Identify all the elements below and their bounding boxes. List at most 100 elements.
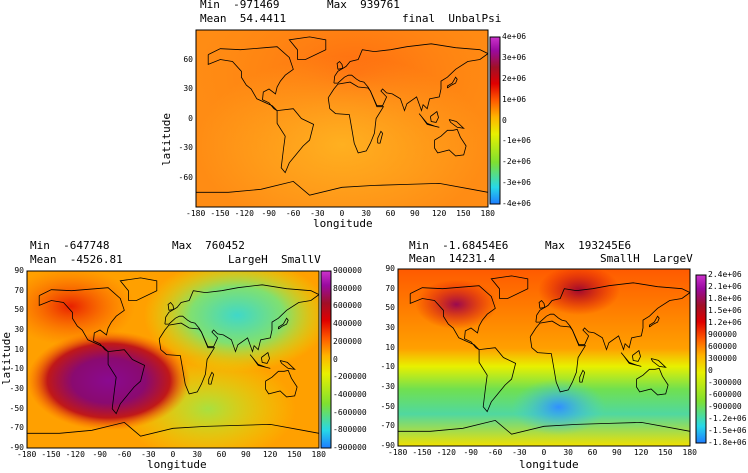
map2-frame	[26, 270, 320, 449]
map1-field	[196, 30, 488, 207]
coastline	[478, 347, 517, 413]
map2-xlabel: longitude	[147, 458, 207, 471]
coastline	[535, 282, 690, 351]
coastline	[632, 349, 641, 362]
x-tick-label: 0	[541, 448, 547, 457]
x-tick-label: 120	[262, 450, 278, 459]
x-tick-label: 30	[192, 450, 202, 459]
coastline	[418, 113, 440, 128]
map1-min: Min -971469	[200, 0, 280, 11]
colorbar-tick-label: -1e+06	[502, 136, 531, 146]
map3-coastlines	[398, 275, 690, 435]
coastline	[327, 81, 385, 154]
coastline	[398, 419, 690, 435]
coastline	[119, 277, 158, 301]
coastline	[434, 128, 467, 157]
x-tick-label: -90	[92, 450, 107, 459]
map3-min: Min -1.68454E6	[409, 239, 509, 252]
coastline	[249, 354, 271, 369]
coastline	[649, 315, 660, 328]
y-tick-label: -50	[9, 403, 24, 413]
x-tick-label: -180	[388, 448, 408, 457]
coastline	[207, 46, 294, 111]
coastline	[288, 36, 327, 60]
map1-frame	[195, 29, 489, 208]
colorbar-tick-label: 3e+06	[502, 52, 527, 62]
y-tick-label: 90	[14, 266, 24, 275]
x-tick-label: -30	[310, 209, 325, 218]
y-tick-label: -90	[380, 441, 395, 450]
map2-colorbar	[320, 270, 332, 449]
colorbar-tick-label: 400000	[333, 319, 362, 329]
coastline	[265, 369, 298, 398]
colorbar-tick-label: -1.5e+06	[708, 426, 747, 435]
y-tick-label: 30	[14, 325, 24, 334]
x-tick-label: -90	[463, 448, 478, 457]
y-tick-label: 10	[14, 344, 24, 354]
colorbar-tick-label: 600000	[333, 301, 362, 311]
coastline	[208, 371, 215, 385]
colorbar-tick-label: 900000	[708, 330, 737, 339]
x-tick-label: 120	[431, 209, 447, 218]
y-tick-label: 60	[183, 54, 193, 64]
x-tick-label: -120	[234, 209, 254, 218]
x-tick-label: -60	[487, 448, 503, 457]
coastline	[279, 360, 296, 370]
x-tick-label: 180	[682, 448, 697, 457]
x-tick-label: 30	[361, 209, 371, 218]
coastline	[377, 130, 384, 144]
colorbar-tick-label: 0	[708, 366, 713, 375]
coastline	[446, 76, 458, 89]
map2-title: LargeH SmallV	[228, 253, 321, 266]
x-tick-label: 180	[480, 209, 495, 218]
map3-title: SmallH LargeV	[600, 252, 693, 265]
y-tick-label: 30	[385, 323, 395, 332]
colorbar-tick-label: 4e+06	[502, 32, 527, 41]
y-tick-label: 50	[385, 303, 395, 313]
x-tick-label: 30	[563, 448, 573, 457]
coastline	[409, 285, 496, 350]
coastline	[38, 287, 125, 352]
y-tick-label: -70	[9, 423, 24, 433]
map2-max: Max 760452	[172, 239, 245, 252]
colorbar-tick-label: 0	[333, 354, 338, 364]
y-tick-label: -30	[178, 143, 193, 152]
coastline	[336, 60, 344, 70]
y-tick-label: 30	[183, 84, 193, 93]
map1-colorbar	[489, 36, 501, 205]
map1-xlabel: longitude	[313, 217, 373, 230]
coastline	[650, 358, 667, 368]
colorbar-tick-label: 0	[502, 115, 507, 125]
coastline	[277, 317, 289, 330]
map3-frame	[397, 268, 691, 447]
coastline	[261, 351, 270, 364]
colorbar-tick-label: -900000	[333, 443, 367, 452]
y-tick-label: -30	[380, 382, 395, 391]
x-tick-label: -60	[116, 450, 132, 459]
coastline	[636, 367, 669, 396]
map2-min: Min -647748	[30, 239, 110, 252]
coastline	[107, 349, 146, 415]
map1-title: final UnbalPsi	[402, 12, 502, 25]
colorbar-tick-label: -3e+06	[502, 178, 531, 188]
colorbar-tick-label: 200000	[333, 336, 362, 346]
y-tick-label: 70	[385, 283, 395, 293]
map3-colorbar	[695, 274, 707, 444]
y-tick-label: -30	[9, 384, 24, 393]
x-tick-label: 90	[612, 448, 622, 457]
colorbar-tick-label: 2.4e+06	[708, 270, 742, 279]
x-tick-label: 0	[339, 209, 345, 218]
x-tick-label: 90	[410, 209, 420, 218]
colorbar-tick-label: -1.2e+06	[708, 414, 747, 423]
coastline	[27, 421, 319, 437]
colorbar-tick-label: 1.8e+06	[708, 294, 742, 303]
y-tick-label: 50	[14, 305, 24, 315]
x-tick-label: -120	[65, 450, 85, 459]
coastline	[276, 108, 315, 174]
coastline	[579, 369, 586, 383]
coastline	[448, 119, 465, 129]
colorbar-tick-label: 1e+06	[502, 94, 527, 104]
y-tick-label: -70	[380, 421, 395, 431]
coastline	[167, 301, 175, 311]
